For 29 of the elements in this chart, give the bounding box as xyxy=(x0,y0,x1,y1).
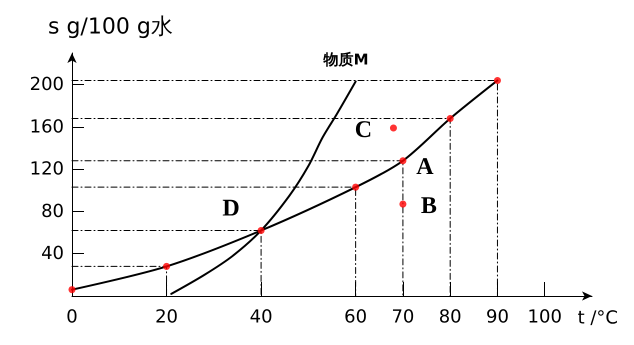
point xyxy=(258,226,265,234)
y-tick-label: 40 xyxy=(41,243,64,264)
y-tick-label: 80 xyxy=(41,200,64,222)
x-tick-label: 90 xyxy=(486,306,509,328)
point xyxy=(494,76,501,84)
x-tick-label: 40 xyxy=(250,306,273,328)
point xyxy=(352,184,360,191)
point xyxy=(163,262,170,270)
annotation: D xyxy=(222,195,240,222)
x-tick-label: 80 xyxy=(438,306,462,328)
y-tick-label: 160 xyxy=(30,116,64,138)
y-axis-title: s g/100 g水 xyxy=(48,14,173,40)
point xyxy=(399,157,406,164)
y-tick-label: 200 xyxy=(30,74,64,96)
point xyxy=(399,200,406,208)
point xyxy=(446,115,454,122)
x-tick-label: 100 xyxy=(528,306,562,328)
point xyxy=(390,124,397,132)
annotation: C xyxy=(354,117,372,144)
x-axis-title: t /°C xyxy=(578,308,618,328)
annotation: B xyxy=(420,193,437,220)
x-tick-label: 20 xyxy=(155,306,178,328)
x-tick-label: 60 xyxy=(344,306,368,328)
series-label: 物质M xyxy=(322,50,369,69)
y-tick-label: 120 xyxy=(30,158,64,180)
x-tick-label: 0 xyxy=(66,306,78,328)
annotation: A xyxy=(416,154,434,180)
point xyxy=(68,286,76,294)
x-tick-label: 70 xyxy=(391,306,414,328)
